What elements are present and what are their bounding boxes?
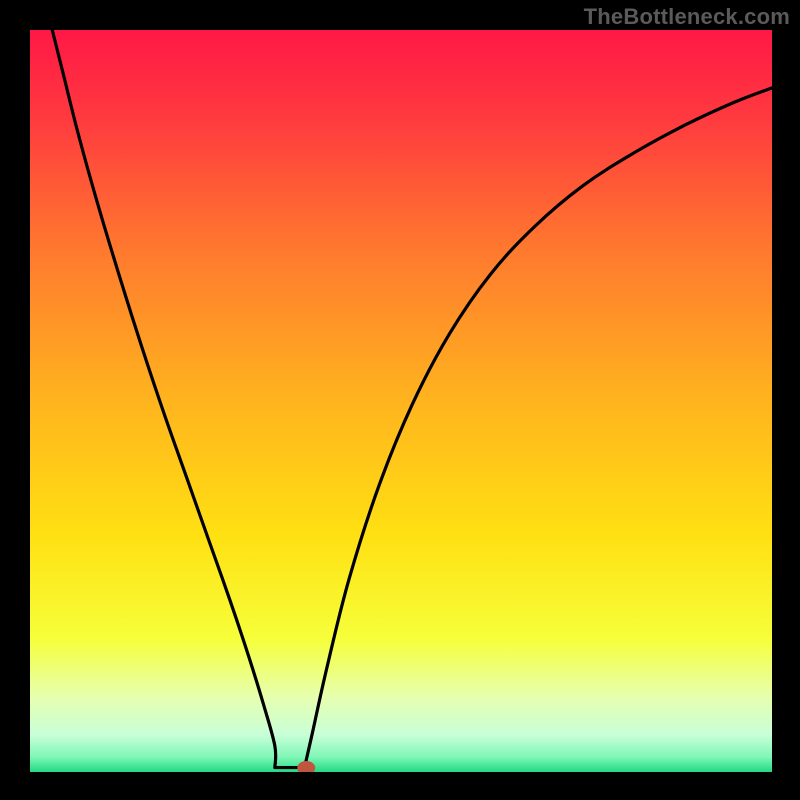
watermark-text: TheBottleneck.com xyxy=(584,4,790,30)
optimal-point-marker xyxy=(297,761,315,772)
chart-frame: TheBottleneck.com xyxy=(0,0,800,800)
bottleneck-curve xyxy=(30,30,772,772)
plot-area xyxy=(30,30,772,772)
